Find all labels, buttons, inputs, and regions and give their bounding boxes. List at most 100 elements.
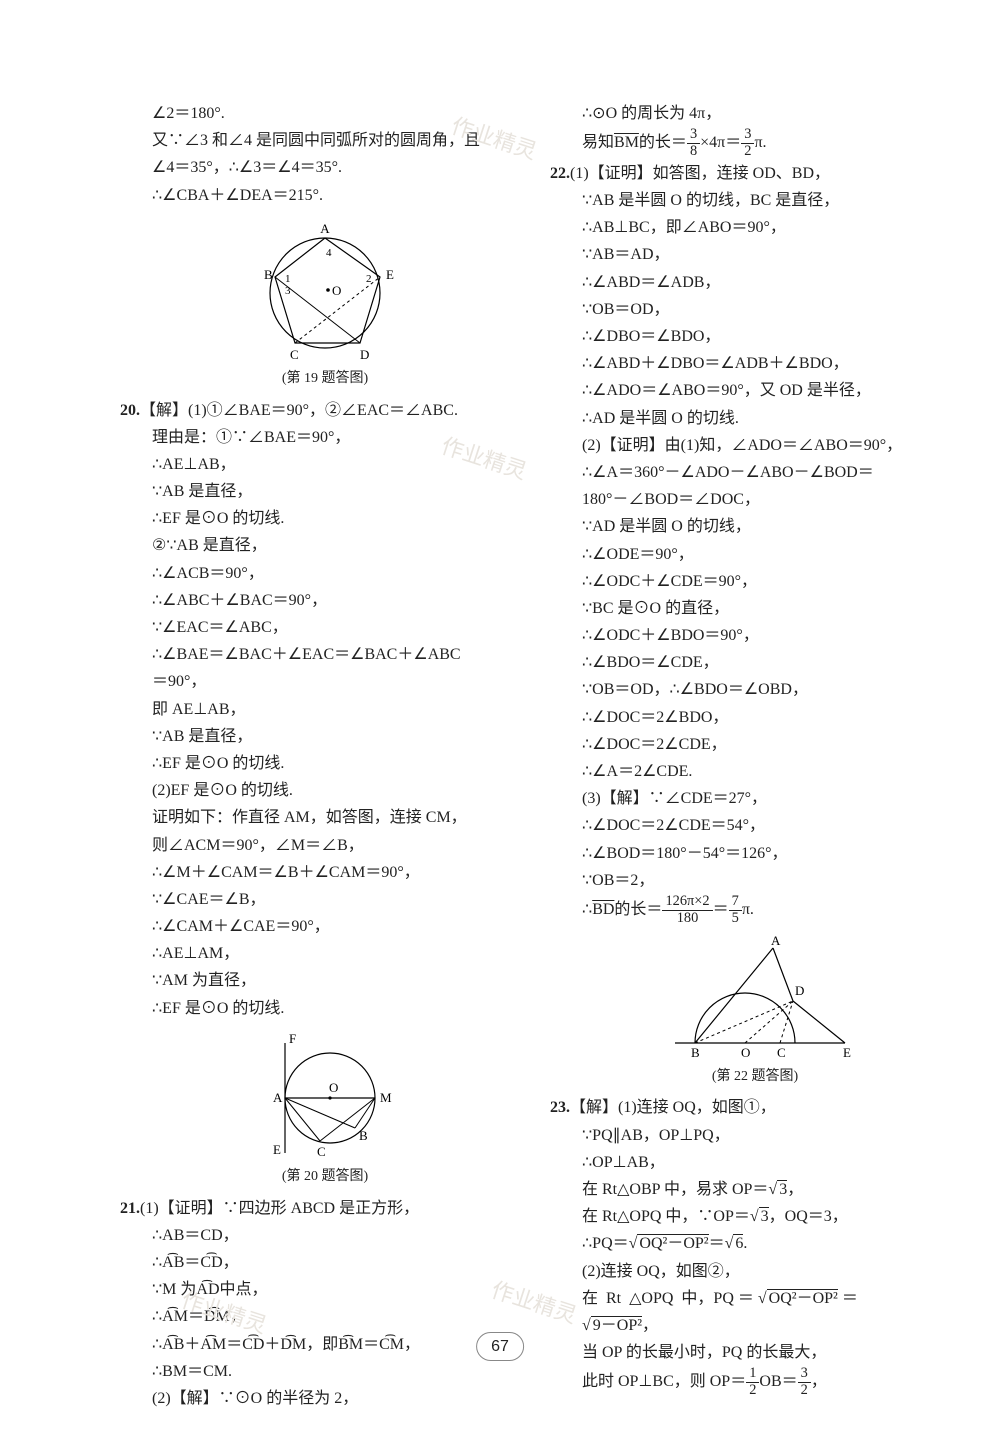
figure-20-caption: (第 20 题答图) xyxy=(282,1165,368,1189)
text-line: ∴AB⊥BC，即∠ABO＝90°， xyxy=(550,214,960,241)
text-line: ∵BC 是⊙O 的直径， xyxy=(550,595,960,622)
text-line: ∴EF 是⊙O 的切线. xyxy=(120,995,530,1022)
text-line: ②∵AB 是直径， xyxy=(120,532,530,559)
text-line: ∴∠A＝2∠CDE. xyxy=(550,758,960,785)
text-line: ∴∠CBA＋∠DEA＝215°. xyxy=(120,182,530,209)
text-line: ∵M 为A͡D中点， xyxy=(120,1276,530,1303)
svg-text:D: D xyxy=(795,983,804,998)
q21: 21.(1)【证明】∵四边形 ABCD 是正方形， xyxy=(120,1195,530,1222)
q20: 20.【解】(1)①∠BAE＝90°，②∠EAC＝∠ABC. xyxy=(120,397,530,424)
text-line: ∵AB＝AD， xyxy=(550,241,960,268)
text-line: ∴EF 是⊙O 的切线. xyxy=(120,750,530,777)
text-line: ∴A͡M＝D͡M， xyxy=(120,1303,530,1330)
svg-text:F: F xyxy=(289,1031,296,1046)
page-number: 67 xyxy=(476,1332,524,1361)
text-line: 则∠ACM＝90°，∠M＝∠B， xyxy=(120,832,530,859)
svg-text:O: O xyxy=(741,1045,750,1060)
text-line: ∴∠ODE＝90°， xyxy=(550,541,960,568)
text-line: ∴OP⊥AB， xyxy=(550,1149,960,1176)
text-line: ∵OB＝2， xyxy=(550,867,960,894)
text-line: ∴∠BDO＝∠CDE， xyxy=(550,649,960,676)
text-line: 当 OP 的长最小时，PQ 的长最大， xyxy=(550,1339,960,1366)
text-line: ∴∠ABC＋∠BAC＝90°， xyxy=(120,587,530,614)
text-line: ∴BD的长＝126π×2180＝75π. xyxy=(550,894,960,927)
text-line: ∵OB＝OD， xyxy=(550,296,960,323)
text-line: 易知BM的长＝38×4π＝32π. xyxy=(550,127,960,160)
svg-text:C: C xyxy=(317,1144,326,1159)
text-line: 【解】(1)①∠BAE＝90°，②∠EAC＝∠ABC. xyxy=(140,402,458,419)
q20-label: 20. xyxy=(120,402,140,419)
svg-text:D: D xyxy=(360,347,369,362)
text-line: (3)【解】∵∠CDE＝27°， xyxy=(550,785,960,812)
text-line: (2)【证明】由(1)知，∠ADO＝∠ABO＝90°， xyxy=(550,432,960,459)
svg-text:B: B xyxy=(359,1128,368,1143)
text-line: (2)连接 OQ，如图②， xyxy=(550,1258,960,1285)
text-line: ∴⊙O 的周长为 4π， xyxy=(550,100,960,127)
svg-text:C: C xyxy=(777,1045,786,1060)
figure-20: F A M O B C E (第 20 题答图) xyxy=(120,1028,530,1189)
svg-text:1: 1 xyxy=(285,273,291,285)
text-line: ∴∠DOC＝2∠CDE＝54°， xyxy=(550,812,960,839)
text-line: 在 Rt△OPQ 中，∵OP＝√3，OQ＝3， xyxy=(550,1203,960,1230)
text-line: ∴∠ADO＝∠ABO＝90°，又 OD 是半径， xyxy=(550,377,960,404)
q23: 23.【解】(1)连接 OQ，如图①， xyxy=(550,1094,960,1121)
text-line: ∵∠EAC＝∠ABC， xyxy=(120,614,530,641)
left-column: ∠2＝180°. 又∵∠3 和∠4 是同圆中同弧所对的圆周角，且 ∠4＝35°，… xyxy=(120,100,530,1412)
text-line: ∠4＝35°，∴∠3＝∠4＝35°. xyxy=(120,154,530,181)
svg-text:A: A xyxy=(320,221,330,236)
text-line: (1)【证明】∵四边形 ABCD 是正方形， xyxy=(140,1200,419,1217)
figure-19-caption: (第 19 题答图) xyxy=(282,367,368,391)
text-line: (1)【证明】如答图，连接 OD、BD， xyxy=(570,165,830,182)
svg-text:O: O xyxy=(332,283,341,298)
q23-label: 23. xyxy=(550,1099,570,1116)
svg-text:2: 2 xyxy=(366,273,372,285)
text-line: ∴BM＝CM. xyxy=(120,1358,530,1385)
text-line: ∴∠ABD＝∠ADB， xyxy=(550,269,960,296)
text-line: ∵AD 是半圆 O 的切线， xyxy=(550,513,960,540)
svg-text:4: 4 xyxy=(326,247,332,259)
text-line: ∴∠DOC＝2∠CDE， xyxy=(550,731,960,758)
text-line: ∠2＝180°. xyxy=(120,100,530,127)
text-line: ∴∠DOC＝2∠BDO， xyxy=(550,704,960,731)
text-line: ∴∠A＝360°－∠ADO－∠ABO－∠BOD＝ xyxy=(550,459,960,486)
text-line: 证明如下：作直径 AM，如答图，连接 CM， xyxy=(120,804,530,831)
text-line: ∴∠ODC＋∠BDO＝90°， xyxy=(550,622,960,649)
svg-text:E: E xyxy=(386,267,394,282)
svg-text:A: A xyxy=(273,1090,283,1105)
text-line: 即 AE⊥AB， xyxy=(120,696,530,723)
text-line: ∴∠CAM＋∠CAE＝90°， xyxy=(120,913,530,940)
svg-text:E: E xyxy=(843,1045,851,1060)
text-line: ∴AE⊥AB， xyxy=(120,451,530,478)
text-line: (2)【解】∵⊙O 的半径为 2， xyxy=(120,1385,530,1412)
svg-text:A: A xyxy=(771,933,781,948)
figure-22-caption: (第 22 题答图) xyxy=(712,1065,798,1089)
text-line: ∴∠ACB＝90°， xyxy=(120,560,530,587)
figure-22-svg: A D B O C E xyxy=(645,933,865,1063)
svg-text:O: O xyxy=(329,1080,338,1095)
text-line: ∵∠CAE＝∠B， xyxy=(120,886,530,913)
text-line: ∴∠ODC＋∠CDE＝90°， xyxy=(550,568,960,595)
text-line: ∴EF 是⊙O 的切线. xyxy=(120,505,530,532)
text-line: ∴AB＝CD， xyxy=(120,1222,530,1249)
page-container: ∠2＝180°. 又∵∠3 和∠4 是同圆中同弧所对的圆周角，且 ∠4＝35°，… xyxy=(0,0,1000,1452)
text-line: ∴A͡B＋A͡M＝C͡D＋D͡M，即B͡M＝C͡M， xyxy=(120,1331,530,1358)
text-line: ∴∠BOD＝180°－54°＝126°， xyxy=(550,840,960,867)
q22-label: 22. xyxy=(550,165,570,182)
text-line: 在 Rt △OPQ 中，PQ ＝ √OQ²－OP² ＝ xyxy=(550,1285,960,1312)
text-line: ∵AM 为直径， xyxy=(120,967,530,994)
text-line: ∴∠M＋∠CAM＝∠B＋∠CAM＝90°， xyxy=(120,859,530,886)
text-line: ∵PQ∥AB，OP⊥PQ， xyxy=(550,1122,960,1149)
text-line: 180°－∠BOD＝∠DOC， xyxy=(550,486,960,513)
text-line: ∵AB 是直径， xyxy=(120,723,530,750)
svg-text:B: B xyxy=(691,1045,700,1060)
figure-19-svg: A B E C D O 1 3 2 4 xyxy=(240,215,410,365)
figure-19: A B E C D O 1 3 2 4 (第 19 题答图) xyxy=(120,215,530,391)
svg-text:3: 3 xyxy=(285,285,291,297)
text-line: (2)EF 是⊙O 的切线. xyxy=(120,777,530,804)
text-line: ∵AB 是半圆 O 的切线，BC 是直径， xyxy=(550,187,960,214)
text-line: 又∵∠3 和∠4 是同圆中同弧所对的圆周角，且 xyxy=(120,127,530,154)
text-line: 理由是：①∵∠BAE＝90°， xyxy=(120,424,530,451)
text-line: ∴∠DBO＝∠BDO， xyxy=(550,323,960,350)
text-line: ＝90°， xyxy=(120,668,530,695)
text-line: 在 Rt△OBP 中，易求 OP＝√3， xyxy=(550,1176,960,1203)
